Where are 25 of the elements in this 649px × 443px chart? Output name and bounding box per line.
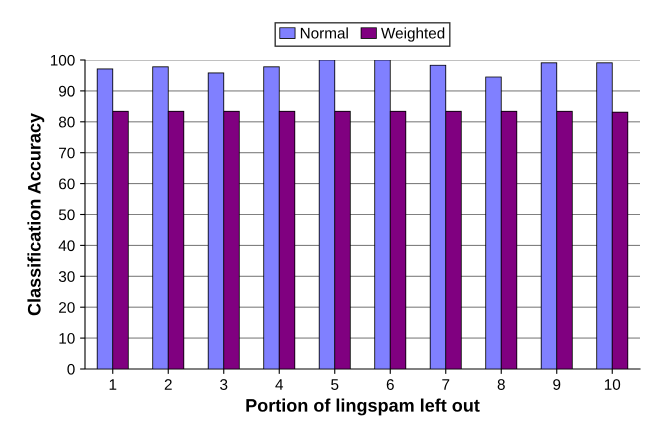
y-tick-label: 50 xyxy=(58,209,75,220)
x-tick-label: 5 xyxy=(331,379,338,390)
x-axis-title: Portion of lingspam left out xyxy=(246,398,480,416)
y-tick-label: 20 xyxy=(59,302,75,313)
legend-label: Normal xyxy=(300,27,348,39)
legend-label: Weighted xyxy=(381,27,444,42)
y-tick-label: 30 xyxy=(58,271,75,282)
y-axis-title: Classification Accuracy xyxy=(27,113,44,316)
x-tick-label: 1 xyxy=(110,379,116,390)
y-tick-label: 0 xyxy=(67,364,75,375)
y-tick-label: 100 xyxy=(50,54,75,66)
x-tick-label: 4 xyxy=(275,379,284,390)
x-tick-label: 8 xyxy=(498,379,505,390)
x-tick-label: 2 xyxy=(164,379,172,390)
y-tick-label: 40 xyxy=(58,240,75,252)
x-tick-label: 7 xyxy=(442,379,450,390)
x-tick-label: 3 xyxy=(220,379,228,390)
x-tick-label: 6 xyxy=(386,379,394,390)
y-tick-label: 10 xyxy=(59,332,75,344)
x-tick-label: 9 xyxy=(553,379,560,390)
y-tick-label: 60 xyxy=(59,178,75,190)
y-tick-label: 80 xyxy=(58,116,75,128)
y-tick-label: 90 xyxy=(59,86,75,97)
x-tick-label: 10 xyxy=(604,379,620,390)
y-tick-label: 70 xyxy=(59,148,75,158)
